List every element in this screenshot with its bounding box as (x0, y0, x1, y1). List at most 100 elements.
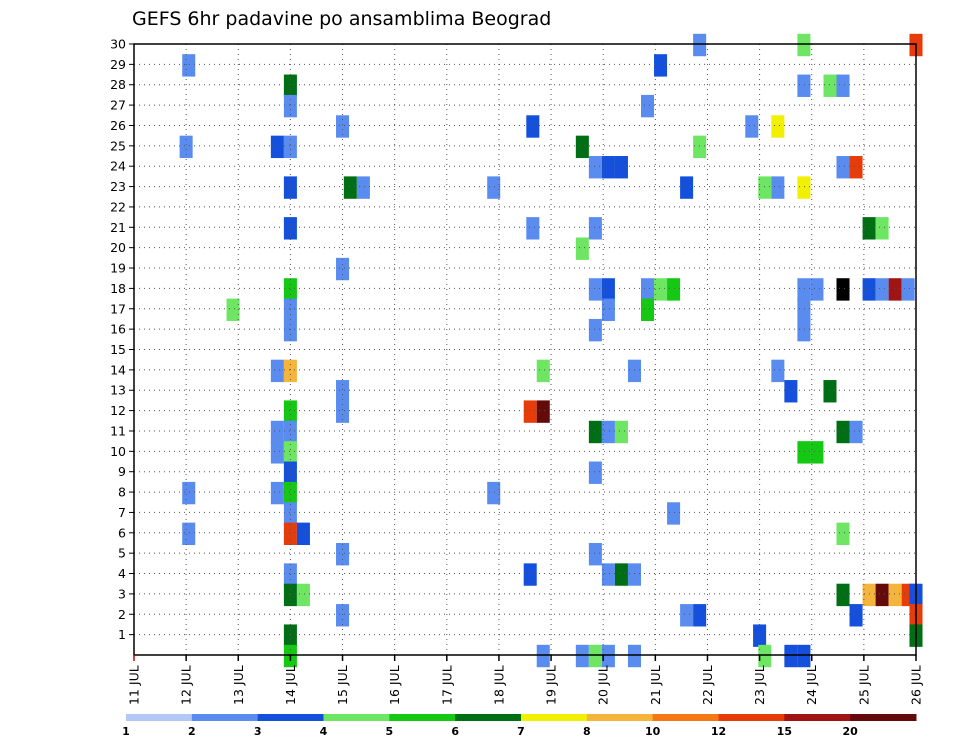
ensemble-cell (575, 644, 589, 668)
y-tick-label: 27 (110, 98, 126, 113)
y-tick-label: 9 (118, 464, 126, 479)
ensemble-cell (614, 563, 628, 586)
colorbar-swatch (850, 714, 917, 721)
ensemble-cell (797, 74, 811, 97)
ensemble-cell (336, 115, 350, 138)
x-tick-label: 17 JUL (439, 665, 454, 705)
y-tick-label: 10 (110, 444, 126, 459)
y-tick-label: 23 (110, 179, 126, 194)
ensemble-cell (588, 217, 602, 240)
colorbar-swatch (389, 714, 456, 721)
ensemble-cell (654, 278, 668, 301)
ensemble-cell (836, 156, 850, 179)
x-tick-label: 23 JUL (752, 665, 767, 705)
y-tick-label: 3 (118, 586, 126, 601)
ensemble-cell (575, 135, 589, 159)
ensemble-cell (601, 298, 615, 321)
ensemble-cell (627, 359, 641, 383)
ensemble-cell (862, 217, 876, 240)
ensemble-cell (693, 604, 707, 627)
x-tick-label: 13 JUL (231, 665, 246, 705)
colorbar-swatch (455, 714, 522, 721)
ensemble-cell (283, 94, 297, 118)
ensemble-cell (667, 278, 681, 301)
colorbar-level-label: 10 (645, 725, 661, 738)
ensemble-cell (836, 74, 850, 97)
colorbar-swatch (586, 714, 654, 721)
colorbar-level-label: 1 (122, 725, 130, 738)
ensemble-cell (283, 217, 297, 240)
colorbar-swatch (521, 714, 588, 721)
ensemble-cell (758, 176, 772, 199)
ensemble-cell (810, 441, 824, 464)
ensemble-cell (270, 441, 284, 464)
y-tick-label: 2 (118, 607, 126, 622)
ensemble-cell (588, 156, 602, 179)
y-tick-label: 24 (110, 159, 126, 174)
ensemble-cell (627, 563, 641, 586)
ensemble-cell (536, 400, 550, 423)
ensemble-cell (526, 217, 540, 240)
ensemble-cell (601, 563, 615, 586)
ensemble-cell (356, 176, 370, 199)
x-tick-label: 16 JUL (387, 665, 402, 705)
ensemble-cell (836, 420, 850, 444)
colorbar: 1 2 3 4 5 6 7 8 10 12 15 20 (122, 714, 917, 738)
ensemble-cell (283, 420, 297, 444)
ensemble-cell (296, 583, 310, 607)
ensemble-cell (797, 298, 811, 321)
ensemble-cell (901, 278, 915, 301)
x-tick-label: 21 JUL (648, 665, 663, 705)
ensemble-cell (836, 522, 850, 546)
y-tick-label: 25 (110, 138, 126, 153)
ensemble-cell (283, 359, 297, 383)
x-tick-label: 24 JUL (804, 665, 819, 705)
y-tick-label: 29 (110, 57, 126, 72)
y-tick-label: 4 (118, 566, 126, 581)
ensemble-cell (771, 359, 785, 383)
y-tick-label: 19 (110, 261, 126, 276)
ensemble-cell (797, 33, 811, 57)
colorbar-level-label: 2 (188, 725, 196, 738)
ensemble-cell (640, 94, 655, 118)
grid-lines (134, 44, 916, 655)
ensemble-cell (784, 380, 798, 403)
x-tick-label: 18 JUL (491, 665, 506, 705)
ensemble-cell (797, 441, 811, 464)
y-tick-label: 28 (110, 77, 126, 92)
x-tick-label: 11 JUL (127, 665, 142, 705)
ensemble-cell (601, 644, 615, 668)
ensemble-cell (823, 380, 837, 403)
ensemble-cell (270, 481, 284, 505)
ensemble-cell (680, 604, 694, 627)
ensemble-cell (654, 54, 668, 77)
ensemble-cell (283, 135, 297, 159)
ensemble-cell (693, 135, 707, 159)
ensemble-cell (601, 278, 615, 301)
ensemble-cell (875, 217, 889, 240)
ensemble-cell (336, 604, 350, 627)
ensemble-cell (283, 461, 297, 484)
y-tick-label: 6 (118, 525, 126, 540)
ensemble-cell (270, 359, 284, 383)
colorbar-swatch (257, 714, 324, 721)
ensemble-cell (601, 420, 615, 444)
ensemble-cells (179, 33, 923, 668)
ensemble-cell (797, 644, 811, 668)
ensemble-cell (640, 298, 655, 321)
chart-title: GEFS 6hr padavine po ansamblima Beograd (132, 8, 551, 30)
colorbar-swatch (652, 714, 719, 721)
ensemble-cell (283, 441, 297, 464)
y-tick-label: 17 (110, 301, 126, 316)
ensemble-cell (487, 481, 501, 505)
colorbar-swatch (191, 714, 259, 721)
ensemble-cell (343, 176, 357, 199)
colorbar-swatch (718, 714, 785, 721)
y-tick-label: 30 (110, 37, 126, 52)
x-tick-label: 19 JUL (544, 665, 559, 705)
ensemble-cell (575, 237, 589, 260)
ensemble-cell (797, 278, 811, 301)
ensemble-cell (536, 359, 550, 383)
y-axis: 1234567891011121314151617181920212223242… (110, 37, 134, 642)
ensemble-cell (888, 583, 902, 607)
